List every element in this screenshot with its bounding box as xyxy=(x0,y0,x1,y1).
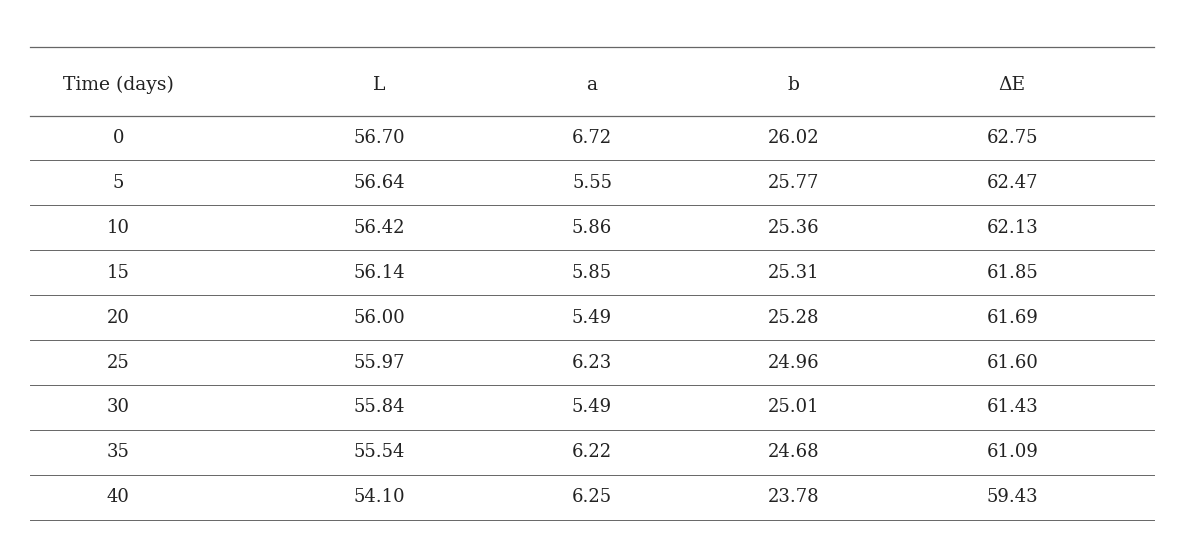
Text: 5.86: 5.86 xyxy=(572,219,612,237)
Text: b: b xyxy=(787,76,799,94)
Text: 25: 25 xyxy=(107,354,130,372)
Text: 30: 30 xyxy=(107,398,130,416)
Text: a: a xyxy=(586,76,598,94)
Text: 61.09: 61.09 xyxy=(986,443,1038,461)
Text: 61.69: 61.69 xyxy=(986,309,1038,327)
Text: 5.55: 5.55 xyxy=(572,174,612,192)
Text: 15: 15 xyxy=(107,263,130,282)
Text: 56.14: 56.14 xyxy=(353,263,405,282)
Text: 26.02: 26.02 xyxy=(767,129,819,147)
Text: 6.23: 6.23 xyxy=(572,354,612,372)
Text: 62.47: 62.47 xyxy=(986,174,1038,192)
Text: L: L xyxy=(373,76,385,94)
Text: 35: 35 xyxy=(107,443,130,461)
Text: 61.43: 61.43 xyxy=(986,398,1038,416)
Text: 56.64: 56.64 xyxy=(353,174,405,192)
Text: 6.25: 6.25 xyxy=(572,488,612,507)
Text: 56.42: 56.42 xyxy=(353,219,405,237)
Text: 23.78: 23.78 xyxy=(767,488,819,507)
Text: 24.96: 24.96 xyxy=(767,354,819,372)
Text: 62.13: 62.13 xyxy=(986,219,1038,237)
Text: 5.85: 5.85 xyxy=(572,263,612,282)
Text: 59.43: 59.43 xyxy=(986,488,1038,507)
Text: 56.00: 56.00 xyxy=(353,309,405,327)
Text: 0: 0 xyxy=(112,129,124,147)
Text: 61.60: 61.60 xyxy=(986,354,1038,372)
Text: 5.49: 5.49 xyxy=(572,398,612,416)
Text: 24.68: 24.68 xyxy=(767,443,819,461)
Text: 25.31: 25.31 xyxy=(767,263,819,282)
Text: Time (days): Time (days) xyxy=(63,76,174,95)
Text: 62.75: 62.75 xyxy=(986,129,1038,147)
Text: 6.72: 6.72 xyxy=(572,129,612,147)
Text: 55.97: 55.97 xyxy=(353,354,405,372)
Text: 40: 40 xyxy=(107,488,130,507)
Text: 25.77: 25.77 xyxy=(767,174,819,192)
Text: 6.22: 6.22 xyxy=(572,443,612,461)
Text: 25.28: 25.28 xyxy=(767,309,819,327)
Text: ΔE: ΔE xyxy=(999,76,1025,94)
Text: 61.85: 61.85 xyxy=(986,263,1038,282)
Text: 20: 20 xyxy=(107,309,130,327)
Text: 5.49: 5.49 xyxy=(572,309,612,327)
Text: 54.10: 54.10 xyxy=(353,488,405,507)
Text: 55.54: 55.54 xyxy=(353,443,405,461)
Text: 56.70: 56.70 xyxy=(353,129,405,147)
Text: 10: 10 xyxy=(107,219,130,237)
Text: 5: 5 xyxy=(112,174,124,192)
Text: 25.36: 25.36 xyxy=(767,219,819,237)
Text: 25.01: 25.01 xyxy=(767,398,819,416)
Text: 55.84: 55.84 xyxy=(353,398,405,416)
